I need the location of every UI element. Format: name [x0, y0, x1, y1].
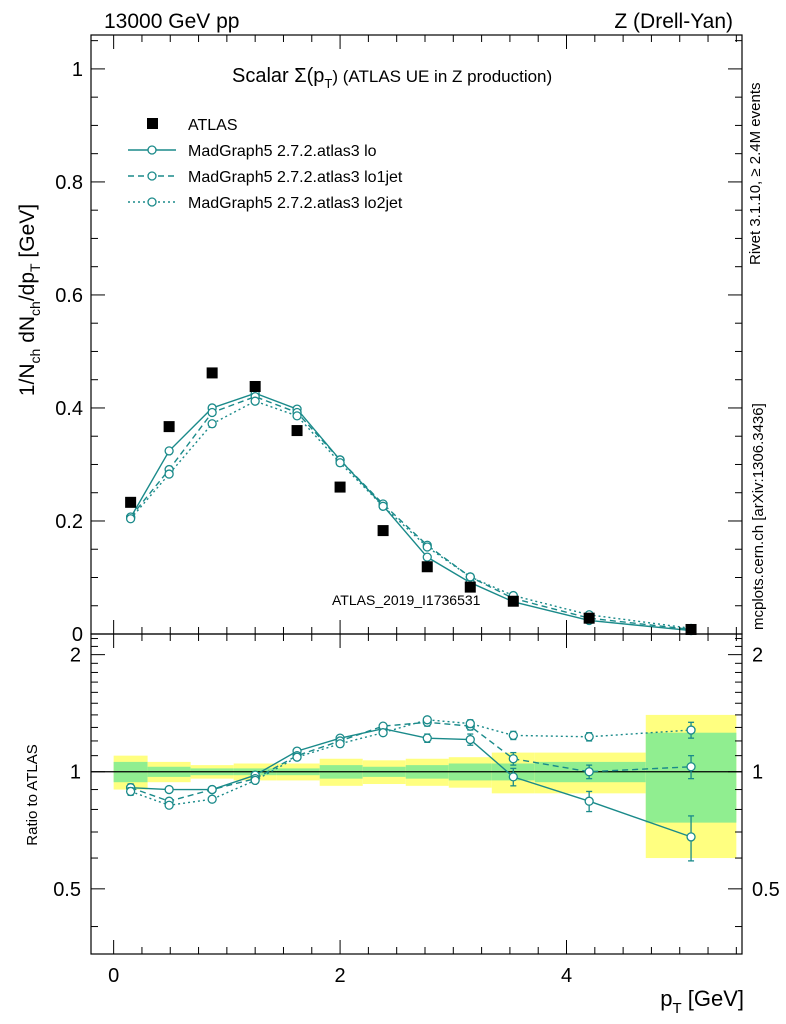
- ratio-series-group: [125, 715, 696, 862]
- ratio-series-point-dashed: [207, 784, 217, 795]
- atlas-data-point: [421, 561, 433, 573]
- atlas-data-point: [377, 525, 389, 537]
- rivet-version-label: Rivet 3.1.10, ≥ 2.4M events: [747, 83, 764, 266]
- main-series-point-dotted: [125, 514, 136, 524]
- legend-entry-label: MadGraph5 2.7.2.atlas3 lo2jet: [188, 195, 403, 212]
- atlas-data-point: [507, 595, 519, 607]
- ratio-series-point-dotted: [292, 752, 302, 762]
- legend-entry-label: MadGraph5 2.7.2.atlas3 lo1jet: [188, 169, 403, 186]
- ratio-series-point-dotted: [465, 718, 475, 729]
- legend-marker-solid: [147, 145, 157, 155]
- main-series-point-solid: [422, 552, 432, 562]
- main-y-tick-label: 0: [72, 624, 83, 646]
- ratio-series-line-dashed: [130, 721, 692, 802]
- atlas-data-point: [583, 612, 595, 624]
- legend-marker-dotted: [147, 197, 157, 207]
- legend-entry-label: ATLAS: [188, 117, 238, 134]
- atlas-data-point: [249, 380, 261, 392]
- ratio-y-axis-label: Ratio to ATLAS: [24, 744, 41, 845]
- main-series-point-dashed: [207, 407, 217, 418]
- x-tick-label: 0: [108, 965, 119, 987]
- ratio-series-point-dotted: [508, 730, 518, 741]
- ratio-series-point-dashed: [508, 754, 518, 764]
- ratio-series-point-solid: [584, 796, 594, 806]
- main-series-point-dotted: [164, 469, 174, 479]
- ratio-series-point-dotted: [164, 800, 174, 810]
- main-y-tick-label: 0.8: [55, 172, 83, 194]
- ratio-y-tick-label-right: 1: [752, 762, 763, 784]
- ratio-y-tick-label-left: 1: [70, 762, 81, 784]
- atlas-data-point: [685, 623, 697, 635]
- ratio-series-point-dotted: [125, 786, 136, 797]
- legend-entry-label: MadGraph5 2.7.2.atlas3 lo: [188, 143, 377, 160]
- ratio-series-point-solid: [164, 784, 174, 795]
- main-series-line-dotted: [130, 400, 692, 630]
- mcplots-source-label: mcplots.cern.ch [arXiv:1306.3436]: [750, 403, 767, 630]
- atlas-data-point: [206, 367, 218, 379]
- main-y-tick-label: 0.4: [55, 398, 83, 420]
- main-title-tail: ) (ATLAS UE in Z production): [332, 67, 552, 86]
- ratio-series-point-dotted: [250, 775, 260, 786]
- atlas-data-point: [291, 425, 303, 437]
- main-series-point-dotted: [292, 411, 302, 421]
- legend-atlas-marker: [147, 118, 158, 129]
- ratio-y-tick-label-right: 2: [752, 645, 763, 667]
- ratio-series-point-dashed: [584, 767, 594, 777]
- main-y-tick-label: 0.2: [55, 511, 83, 533]
- ratio-axis-ticks: 0.5 0.5 1 1 2 2 0 2 4: [53, 634, 780, 987]
- atlas-data-point: [334, 481, 346, 493]
- main-y-tick-label: 0.6: [55, 285, 83, 307]
- main-title: Scalar Σ(pT) (ATLAS UE in Z production): [232, 65, 552, 91]
- main-series-group: [125, 367, 697, 636]
- ratio-series-point-dotted: [378, 728, 388, 738]
- header-left: 13000 GeV pp: [104, 10, 239, 33]
- ratio-series-point-solid: [465, 734, 475, 745]
- ratio-series-point-dotted: [584, 732, 594, 742]
- main-title-main: Scalar Σ(p: [232, 65, 324, 87]
- ratio-series-point-dotted: [422, 715, 432, 725]
- atlas-data-point: [464, 581, 476, 593]
- ratio-series-point-dotted: [686, 725, 696, 735]
- main-series-point-solid: [164, 446, 174, 456]
- main-series-point-dotted: [250, 396, 260, 406]
- x-axis-label-sub: T: [672, 1000, 681, 1017]
- main-series-line-dashed: [130, 395, 692, 631]
- legend-marker-dashed: [147, 171, 157, 181]
- ratio-series-point-solid: [508, 772, 518, 782]
- ratio-series-point-solid: [686, 832, 696, 842]
- x-tick-label: 2: [335, 965, 346, 987]
- main-series-point-dotted: [207, 419, 217, 429]
- main-series-point-dotted: [465, 572, 475, 582]
- x-axis-label-tail: [GeV]: [682, 986, 744, 1011]
- main-series-point-dotted: [378, 501, 388, 511]
- x-tick-label: 4: [561, 965, 572, 987]
- main-title-sub: T: [324, 76, 332, 91]
- atlas-data-point: [163, 421, 175, 433]
- header-right: Z (Drell-Yan): [614, 10, 733, 33]
- main-axis-ticks: 0 0.2 0.4 0.6 0.8 1: [55, 35, 742, 646]
- ratio-y-tick-label-right: 0.5: [752, 879, 780, 901]
- main-y-axis-label: 1/Nch dNch/dpT [GeV]: [16, 204, 43, 396]
- legend: ATLAS MadGraph5 2.7.2.atlas3 lo MadGraph5 …: [128, 117, 403, 212]
- x-axis-label: pT [GeV]: [660, 986, 744, 1017]
- ratio-frame: [90, 633, 743, 955]
- analysis-watermark: ATLAS_2019_I1736531: [332, 592, 481, 608]
- ratio-series-point-dotted: [207, 794, 217, 804]
- main-series-point-dotted: [422, 542, 432, 552]
- ratio-series-point-dotted: [335, 739, 345, 749]
- ratio-y-tick-label-left: 0.5: [53, 879, 81, 901]
- ratio-series-point-solid: [422, 733, 432, 743]
- ratio-series-line-dotted: [130, 719, 692, 806]
- ratio-y-tick-label-left: 2: [70, 645, 81, 667]
- atlas-data-point: [125, 496, 137, 508]
- ratio-series-point-dashed: [686, 762, 696, 772]
- x-axis-label-main: p: [660, 986, 672, 1011]
- main-y-tick-label: 1: [72, 59, 83, 81]
- main-series-point-dotted: [335, 458, 345, 468]
- main-series-line-solid: [130, 392, 692, 632]
